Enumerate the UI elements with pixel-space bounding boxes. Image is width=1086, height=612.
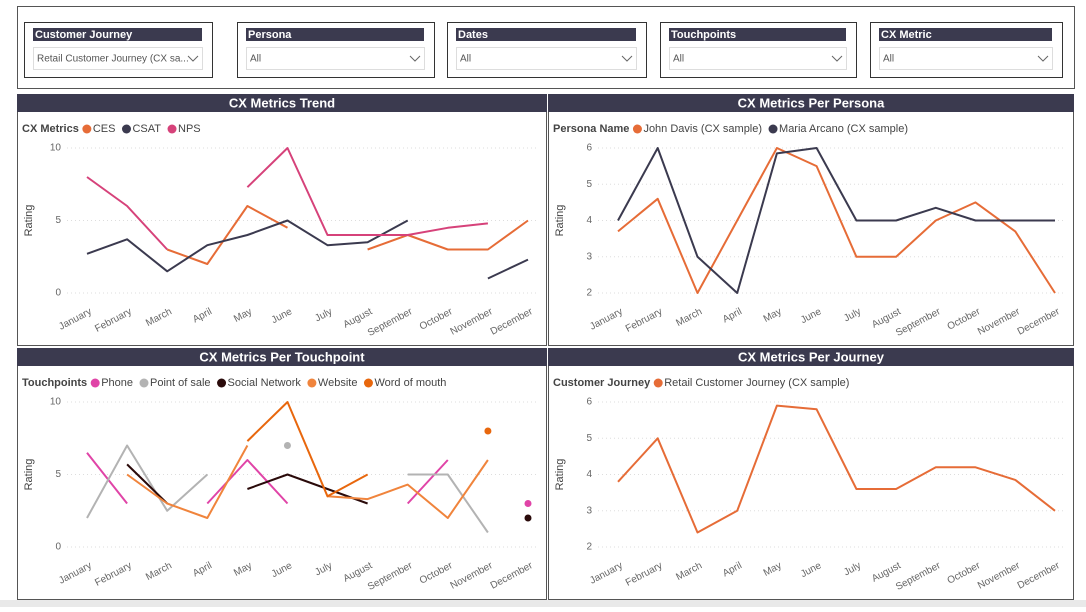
legend-label: Point of sale	[150, 377, 211, 389]
slicer-label: Touchpoints	[671, 29, 736, 41]
slicer-header	[33, 28, 202, 41]
slicer-value: All	[250, 54, 261, 65]
legend-marker	[139, 378, 149, 388]
slicer-label: Dates	[458, 29, 488, 41]
legend-marker	[768, 124, 778, 134]
legend-title: Touchpoints	[22, 377, 87, 389]
line-series	[86, 219, 529, 280]
y-tick-label: 5	[55, 469, 61, 480]
legend-marker	[121, 124, 131, 134]
dropdown-chevron	[621, 55, 633, 62]
y-tick-label: 10	[50, 397, 62, 408]
legend-label: CES	[93, 123, 116, 135]
slicer-label: Customer Journey	[35, 29, 133, 41]
chart-title: CX Metrics Per Journey	[738, 349, 885, 364]
legend-label: Retail Customer Journey (CX sample)	[664, 377, 849, 389]
legend-label: CSAT	[132, 123, 161, 135]
legend-marker	[363, 378, 373, 388]
title-bar	[548, 348, 1074, 366]
y-tick-label: 4	[586, 215, 592, 226]
slicer-value: All	[673, 54, 684, 65]
chart-title: CX Metrics Trend	[229, 95, 335, 110]
legend-title: Customer Journey	[553, 377, 651, 389]
legend-label: Phone	[101, 377, 133, 389]
title-bar	[17, 94, 547, 112]
y-tick-label: 2	[586, 288, 592, 299]
dropdown-chevron	[831, 55, 843, 62]
chart-title: CX Metrics Per Touchpoint	[199, 349, 365, 364]
y-tick-label: 6	[586, 143, 592, 154]
legend-marker	[632, 124, 642, 134]
dropdown-chevron	[187, 55, 199, 62]
line-series	[86, 444, 489, 534]
y-axis-label: Rating	[554, 205, 566, 237]
footer-strip	[0, 600, 1086, 607]
y-axis-label: Rating	[23, 459, 35, 491]
legend-marker	[90, 378, 100, 388]
dropdown-chevron	[1037, 55, 1049, 62]
y-tick-label: 6	[586, 397, 592, 408]
line-point	[524, 500, 532, 507]
y-tick-label: 0	[55, 542, 61, 553]
line-series	[617, 147, 1056, 294]
legend-marker	[82, 124, 92, 134]
legend-marker	[653, 378, 663, 388]
legend-title: Persona Name	[553, 123, 629, 135]
title-bar	[548, 94, 1074, 112]
legend-label: Social Network	[228, 377, 302, 389]
y-axis-label: Rating	[554, 459, 566, 491]
line-series	[86, 147, 489, 251]
y-tick-label: 10	[50, 143, 62, 154]
slicer-value: All	[883, 54, 894, 65]
slicer-dropdown[interactable]	[669, 47, 847, 70]
legend-label: Website	[318, 377, 358, 389]
legend-marker	[307, 378, 317, 388]
y-tick-label: 2	[586, 542, 592, 553]
line-point	[524, 514, 532, 522]
legend-marker	[217, 378, 227, 388]
slicer-label: CX Metric	[881, 29, 932, 41]
legend-label: Maria Arcano (CX sample)	[779, 123, 908, 135]
chart-title: CX Metrics Per Persona	[738, 95, 885, 110]
y-tick-label: 5	[586, 433, 592, 444]
line-series	[166, 205, 529, 265]
line-series	[617, 147, 1055, 294]
legend-label: John Davis (CX sample)	[643, 123, 762, 135]
dropdown-chevron	[409, 55, 421, 62]
y-tick-label: 0	[55, 288, 61, 299]
panel	[17, 348, 547, 600]
slicer-header	[246, 28, 424, 41]
slicer-label: Persona	[248, 29, 292, 41]
y-tick-label: 3	[586, 251, 592, 262]
panel	[17, 94, 547, 346]
line-point	[283, 442, 291, 449]
line-series	[126, 445, 489, 519]
legend-label: Word of mouth	[374, 377, 446, 389]
y-tick-label: 5	[586, 179, 592, 190]
slicer-dropdown[interactable]	[456, 47, 637, 70]
slicer-dropdown[interactable]	[879, 47, 1053, 70]
line-point	[484, 427, 492, 435]
y-tick-label: 3	[586, 505, 592, 516]
legend-marker	[167, 124, 177, 134]
y-tick-label: 5	[55, 215, 61, 226]
line-series	[617, 404, 1056, 534]
title-bar	[17, 348, 547, 366]
slicer-value: Retail Customer Journey (CX sa...	[37, 54, 189, 65]
slicer-header	[879, 28, 1052, 41]
slicer-dropdown[interactable]	[246, 47, 425, 70]
slicer-header	[669, 28, 846, 41]
legend-label: NPS	[178, 123, 201, 135]
y-axis-label: Rating	[23, 205, 35, 237]
slicer-header	[456, 28, 636, 41]
legend-title: CX Metrics	[22, 123, 79, 135]
slicer-value: All	[460, 54, 471, 65]
slicer-dropdown[interactable]	[33, 47, 203, 70]
y-tick-label: 4	[586, 469, 592, 480]
